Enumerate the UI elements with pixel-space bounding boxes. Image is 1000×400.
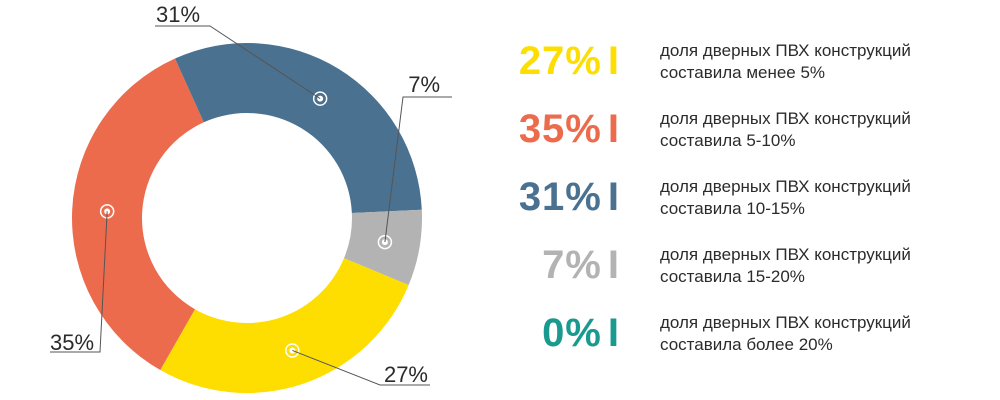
- legend-separator: I: [607, 107, 620, 151]
- legend-percent: 27% I: [519, 38, 620, 84]
- callout-line: [50, 211, 108, 353]
- legend-percent: 35% I: [519, 106, 620, 152]
- legend-item: 31% I доля дверных ПВХ конструкций состав…: [519, 172, 990, 240]
- donut-chart: 27% 35% 31% 7%: [0, 0, 480, 400]
- legend-line2: составила более 20%: [660, 335, 833, 354]
- legend-line1: доля дверных ПВХ конструкций: [660, 245, 911, 264]
- legend-percent-value: 0%: [542, 311, 602, 355]
- donut-slice: [71, 58, 204, 371]
- legend-item: 35% I доля дверных ПВХ конструкций состав…: [519, 104, 990, 172]
- legend-separator: I: [607, 39, 620, 83]
- legend: 27% I доля дверных ПВХ конструкций состав…: [519, 36, 990, 376]
- slice-label: 27%: [384, 362, 428, 387]
- legend-line2: составила 5-10%: [660, 131, 796, 150]
- legend-item: 0% I доля дверных ПВХ конструкций состави…: [520, 308, 990, 376]
- legend-percent: 7% I: [542, 242, 620, 288]
- callout-line: [384, 96, 452, 243]
- slice-marker-ring: [312, 91, 328, 106]
- legend-description: доля дверных ПВХ конструкций составила 5…: [660, 108, 980, 152]
- slice-label: 7%: [408, 72, 440, 97]
- legend-percent-value: 7%: [542, 243, 602, 287]
- slice-label: 35%: [50, 330, 94, 355]
- legend-line1: доля дверных ПВХ конструкций: [660, 41, 911, 60]
- donut-slice: [174, 43, 422, 214]
- donut-slice: [344, 209, 422, 285]
- legend-description: доля дверных ПВХ конструкций составила 1…: [660, 244, 980, 288]
- legend-separator: I: [607, 243, 620, 287]
- legend-separator: I: [607, 311, 620, 355]
- legend-line1: доля дверных ПВХ конструкций: [660, 313, 911, 332]
- legend-description: доля дверных ПВХ конструкций составила 1…: [660, 176, 980, 220]
- donut-slice: [160, 258, 409, 393]
- donut-svg: 27% 35% 31% 7%: [50, 2, 452, 393]
- legend-percent: 31% I: [519, 174, 620, 220]
- callout-line: [292, 349, 430, 386]
- legend-line1: доля дверных ПВХ конструкций: [660, 177, 911, 196]
- slice-label: 31%: [156, 2, 200, 27]
- legend-percent-value: 35%: [518, 107, 602, 151]
- legend-line2: составила 15-20%: [660, 267, 805, 286]
- legend-percent: 0% I: [542, 310, 620, 356]
- legend-description: доля дверных ПВХ конструкций составила м…: [660, 40, 980, 84]
- legend-line2: составила менее 5%: [660, 63, 826, 82]
- slice-marker-ring: [285, 343, 300, 358]
- legend-description: доля дверных ПВХ конструкций составила б…: [660, 312, 980, 356]
- legend-percent-value: 31%: [518, 175, 602, 219]
- legend-item: 27% I доля дверных ПВХ конструкций состав…: [519, 36, 990, 104]
- callout-line: [155, 25, 321, 100]
- legend-item: 7% I доля дверных ПВХ конструкций состави…: [520, 240, 990, 308]
- legend-line1: доля дверных ПВХ конструкций: [660, 109, 911, 128]
- legend-line2: составила 10-15%: [660, 199, 805, 218]
- legend-separator: I: [607, 175, 620, 219]
- slice-marker-ring: [377, 234, 393, 250]
- legend-percent-value: 27%: [518, 39, 602, 83]
